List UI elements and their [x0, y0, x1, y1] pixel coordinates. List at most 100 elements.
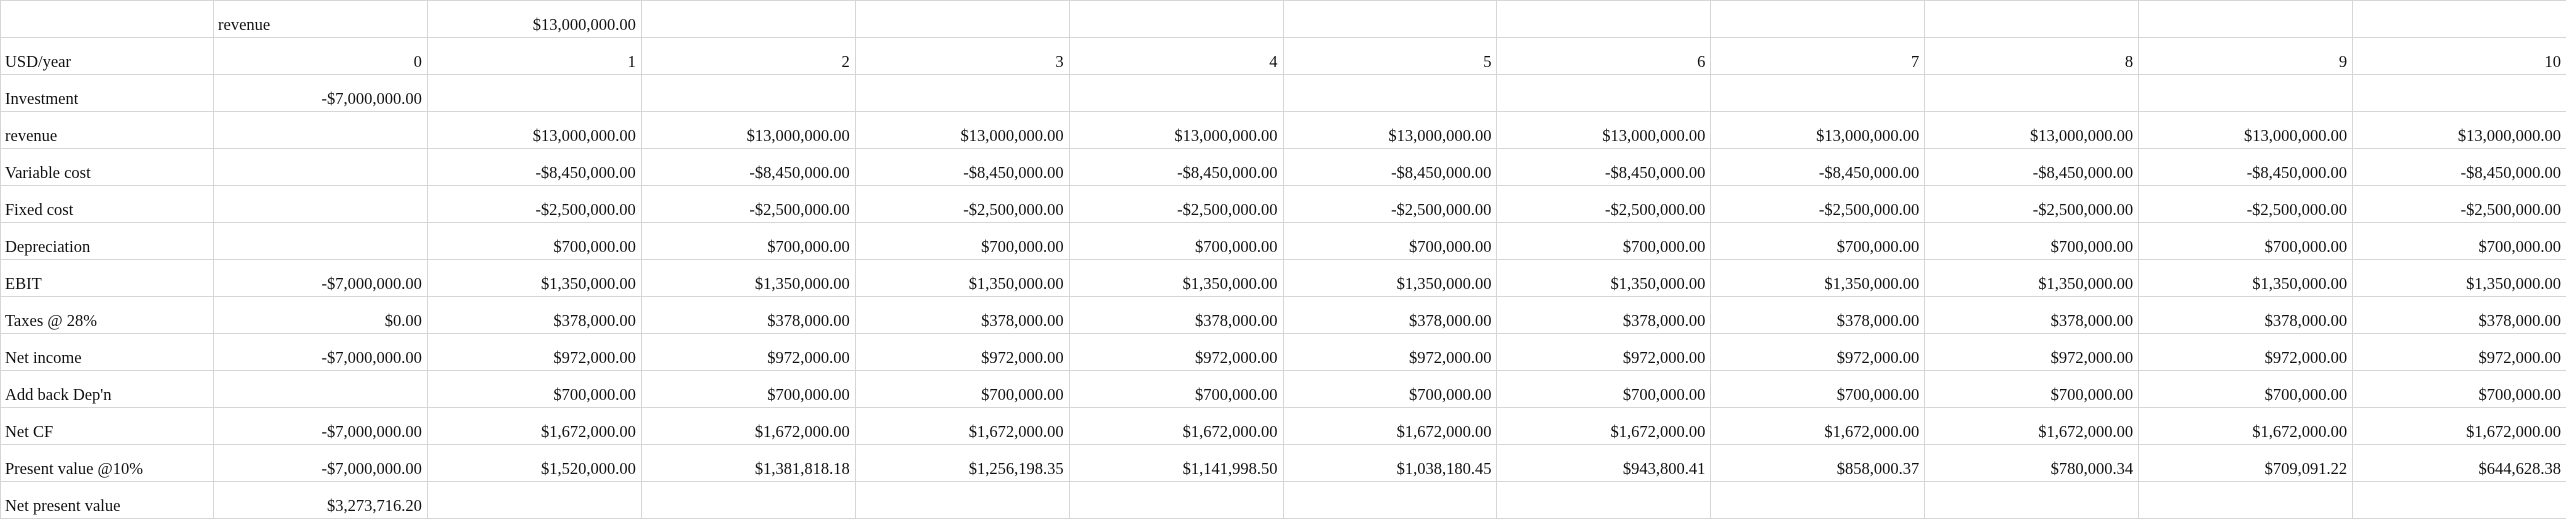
row-label: USD/year — [0, 37, 214, 75]
cell: -$7,000,000.00 — [213, 259, 428, 297]
row-label: Variable cost — [0, 148, 214, 186]
cell: $700,000.00 — [854, 222, 1070, 260]
row: revenue $13,000,000.00 $13,000,000.00 $13,0… — [0, 111, 2566, 149]
row: Net present value $3,273,716.20 — [0, 481, 2566, 519]
cell — [2352, 74, 2566, 112]
cell — [640, 74, 856, 112]
cell — [213, 148, 428, 186]
cell: -$8,450,000.00 — [1710, 148, 1926, 186]
cell — [2138, 74, 2354, 112]
cell: -$8,450,000.00 — [1068, 148, 1284, 186]
cell: $700,000.00 — [2138, 370, 2354, 408]
cell: $1,520,000.00 — [426, 444, 642, 482]
cell — [854, 0, 1070, 38]
row: EBIT -$7,000,000.00 $1,350,000.00 $1,350,00… — [0, 259, 2566, 297]
cell: $1,672,000.00 — [426, 407, 642, 445]
cell — [1068, 481, 1284, 519]
cell: $972,000.00 — [2138, 333, 2354, 371]
cell: -$2,500,000.00 — [2352, 185, 2566, 223]
cell: $700,000.00 — [1282, 222, 1498, 260]
cell — [426, 74, 642, 112]
cell — [1496, 481, 1712, 519]
cell: $700,000.00 — [2352, 370, 2566, 408]
cell: $1,350,000.00 — [640, 259, 856, 297]
cell: $13,000,000.00 — [1282, 111, 1498, 149]
cell: -$2,500,000.00 — [1924, 185, 2140, 223]
row-label: Net income — [0, 333, 214, 371]
cell: -$2,500,000.00 — [426, 185, 642, 223]
row: Add back Dep'n $700,000.00 $700,000.00 $700… — [0, 370, 2566, 408]
row-label — [0, 0, 214, 38]
cell: $1,672,000.00 — [2138, 407, 2354, 445]
cell: $0.00 — [213, 296, 428, 334]
cell: -$2,500,000.00 — [640, 185, 856, 223]
cell: $1,038,180.45 — [1282, 444, 1498, 482]
cell: 4 — [1068, 37, 1284, 75]
cell: $1,350,000.00 — [1924, 259, 2140, 297]
cell: $700,000.00 — [426, 222, 642, 260]
cell: $378,000.00 — [1282, 296, 1498, 334]
cell: 8 — [1924, 37, 2140, 75]
cell — [1282, 481, 1498, 519]
cell: $972,000.00 — [854, 333, 1070, 371]
cell: 5 — [1282, 37, 1498, 75]
cell: $1,672,000.00 — [854, 407, 1070, 445]
cell: $972,000.00 — [426, 333, 642, 371]
cell: -$2,500,000.00 — [2138, 185, 2354, 223]
cell: $13,000,000.00 — [2352, 111, 2566, 149]
row-label: Investment — [0, 74, 214, 112]
cell — [213, 370, 428, 408]
cell: $1,672,000.00 — [1282, 407, 1498, 445]
cell: $700,000.00 — [1496, 370, 1712, 408]
cell: -$8,450,000.00 — [640, 148, 856, 186]
cell — [1710, 0, 1926, 38]
cell: $700,000.00 — [1282, 370, 1498, 408]
cell: $858,000.37 — [1710, 444, 1926, 482]
row-label: EBIT — [0, 259, 214, 297]
cell: $700,000.00 — [2352, 222, 2566, 260]
cell — [2138, 481, 2354, 519]
cell: $709,091.22 — [2138, 444, 2354, 482]
cell: $378,000.00 — [1924, 296, 2140, 334]
cell: $1,350,000.00 — [2138, 259, 2354, 297]
cell: $378,000.00 — [2138, 296, 2354, 334]
cell: -$8,450,000.00 — [1924, 148, 2140, 186]
cell: $700,000.00 — [426, 370, 642, 408]
cell — [213, 185, 428, 223]
cell: 7 — [1710, 37, 1926, 75]
cell — [1924, 74, 2140, 112]
cell: $780,000.34 — [1924, 444, 2140, 482]
cell: $972,000.00 — [1710, 333, 1926, 371]
cell: $1,672,000.00 — [1068, 407, 1284, 445]
row-label: Present value @10% — [0, 444, 214, 482]
cell — [426, 481, 642, 519]
row-label: Depreciation — [0, 222, 214, 260]
cell: $700,000.00 — [854, 370, 1070, 408]
cell: $13,000,000.00 — [426, 0, 642, 38]
cell: -$2,500,000.00 — [1710, 185, 1926, 223]
cell: 9 — [2138, 37, 2354, 75]
cell: -$2,500,000.00 — [1282, 185, 1498, 223]
cell — [2352, 481, 2566, 519]
cell — [640, 0, 856, 38]
row: Present value @10% -$7,000,000.00 $1,520,0… — [0, 444, 2566, 482]
cell: $1,350,000.00 — [1710, 259, 1926, 297]
cell: 0 — [213, 37, 428, 75]
cell: $1,381,818.18 — [640, 444, 856, 482]
cell — [1710, 481, 1926, 519]
cell: $378,000.00 — [1068, 296, 1284, 334]
cell: -$8,450,000.00 — [2352, 148, 2566, 186]
cell: $700,000.00 — [1710, 222, 1926, 260]
cell: $1,350,000.00 — [1068, 259, 1284, 297]
cell: $13,000,000.00 — [854, 111, 1070, 149]
cell: $378,000.00 — [2352, 296, 2566, 334]
cell: -$8,450,000.00 — [2138, 148, 2354, 186]
cell: $943,800.41 — [1496, 444, 1712, 482]
cell: $1,350,000.00 — [426, 259, 642, 297]
cell: -$8,450,000.00 — [426, 148, 642, 186]
cell: $13,000,000.00 — [1924, 111, 2140, 149]
row: Taxes @ 28% $0.00 $378,000.00 $378,000.00 $3… — [0, 296, 2566, 334]
cell: $972,000.00 — [640, 333, 856, 371]
cell: -$7,000,000.00 — [213, 74, 428, 112]
